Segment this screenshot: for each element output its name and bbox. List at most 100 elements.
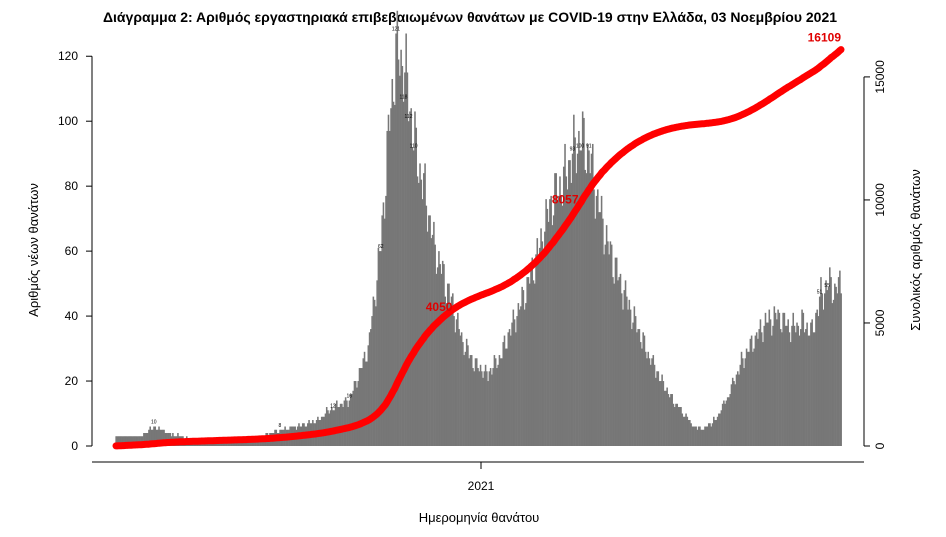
bar [705,426,708,446]
bar [787,319,789,446]
bar [474,358,477,446]
bar [837,277,840,446]
bar [827,286,830,446]
bar [469,355,472,446]
bar [440,273,443,446]
bar [634,316,637,446]
cumulative-annotation: 8057 [552,193,579,207]
bar [154,426,157,446]
bar [352,390,354,446]
bar [478,371,481,446]
bar [512,309,515,446]
bar [507,332,510,446]
bar [673,407,676,446]
bar [675,403,677,446]
bar [597,189,599,446]
bar [496,368,498,446]
bar [720,410,723,446]
bar [518,309,521,446]
bar [138,436,140,446]
bar [600,195,603,446]
bar [372,296,375,446]
bar [743,368,745,446]
bar-value-label: 55 [824,283,830,289]
bar [583,117,585,447]
bar [411,147,414,446]
bar [687,420,690,446]
bar [793,325,796,446]
bar [527,277,530,446]
bar [691,426,694,446]
bar [346,400,348,446]
y-tick-label: 60 [65,244,79,258]
bar [689,420,691,446]
bar [535,254,537,446]
bar [576,153,579,446]
bar [690,423,692,446]
bar [817,316,820,446]
bar [520,306,522,446]
bar [781,332,783,446]
bar [501,358,503,446]
bar [810,322,812,446]
bar-value-label: 121 [392,27,401,33]
bar [700,429,702,446]
bar-value-label: 118 [399,95,407,101]
bar [825,280,827,446]
bar [579,150,581,446]
bar [816,309,818,446]
bar [545,199,547,446]
bar [130,436,133,446]
bar [368,332,371,446]
bar [811,319,813,446]
bar [540,228,542,446]
bar [358,368,361,446]
bar [356,387,358,446]
bar [704,426,706,446]
bar [839,270,841,446]
bar [608,254,610,446]
bar [470,355,473,446]
bar [662,381,665,446]
bar [383,218,386,446]
bar [532,280,535,446]
bar [343,400,346,446]
bar-value-label: 12 [330,403,336,409]
bar [747,351,749,446]
bar [482,377,484,446]
bar [367,345,370,446]
bar [327,410,329,446]
bar [744,358,747,446]
bar [777,309,779,446]
bar [759,319,762,446]
bar [115,436,117,446]
bar [713,416,715,446]
bar [639,342,642,446]
bar [767,322,769,446]
bar [410,108,412,446]
bar [125,436,128,446]
bar-value-label: 91 [586,143,592,149]
bar [676,403,679,446]
bar [348,400,351,446]
bar [665,390,667,446]
bar [454,332,457,446]
bar [593,189,595,446]
bar [400,49,402,447]
bar [391,78,394,446]
bar [376,280,378,446]
bar [254,439,256,446]
bar [647,351,650,446]
bar [618,277,621,446]
bar [448,283,450,446]
bar [755,332,758,446]
bar [571,153,574,446]
bar [784,325,787,446]
bar [740,351,743,446]
bar [623,290,626,446]
bar [549,199,551,446]
bar [695,426,697,446]
bar-value-label: 100 [576,143,585,149]
bar [416,176,419,446]
bar [651,358,653,446]
